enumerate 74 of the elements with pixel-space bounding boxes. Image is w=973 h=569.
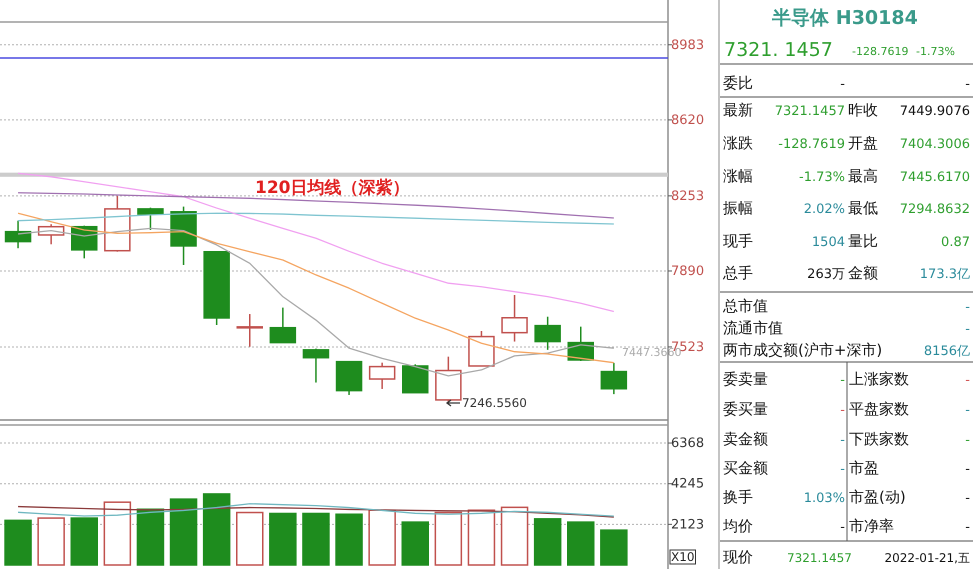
text: - (965, 300, 970, 315)
text: - (840, 520, 846, 535)
annotation: 7246.5560 (462, 396, 527, 410)
y-tick-label: 6368 (671, 436, 704, 452)
text: - (840, 77, 846, 92)
text: 总市值 (722, 297, 768, 315)
y-tick-label: 7890 (671, 264, 704, 279)
text: 开盘 (848, 134, 878, 152)
y-tick-label: 8620 (671, 112, 704, 128)
text: 市盈(动) (849, 488, 906, 506)
text: 下跌家数 (849, 430, 909, 448)
text: 委买量 (723, 400, 768, 418)
text: 涨跌 (723, 134, 753, 152)
text: 最低 (848, 199, 878, 217)
text: 两市成交额(沪市+深市) (723, 341, 882, 359)
text: -1.73% (799, 170, 845, 185)
text: -128.7619 (778, 137, 845, 152)
text: 买金额 (723, 459, 768, 477)
text: 换手 (723, 488, 753, 506)
text: 市盈 (849, 459, 879, 477)
text: X10 (671, 550, 694, 564)
text: 量比 (848, 232, 878, 250)
text: 最新 (723, 101, 753, 119)
text: - (965, 520, 970, 535)
text: - (840, 433, 846, 448)
text: 7445.6170 (900, 170, 970, 185)
text: 上涨家数 (849, 370, 909, 388)
text: 2022-01-21,五 (884, 551, 970, 565)
text: 平盘家数 (849, 400, 909, 418)
text: - (965, 462, 970, 477)
y-tick-label: 4245 (671, 476, 704, 492)
text: -128.7619 (852, 45, 908, 58)
text: 173.3亿 (920, 267, 970, 282)
text: 委卖量 (723, 370, 768, 388)
text: 最高 (848, 167, 878, 185)
text: 涨幅 (723, 167, 753, 185)
text: 现价 (723, 548, 753, 566)
y-tick-label: 8253 (671, 188, 704, 204)
text: - (965, 77, 970, 92)
text: 7404.3006 (900, 137, 970, 152)
text: - (840, 403, 846, 418)
text: 7321. 1457 (724, 39, 833, 61)
text: 市净率 (849, 517, 894, 535)
text: 7321.1457 (774, 104, 845, 119)
text: 1.03% (804, 491, 845, 506)
text: 1504 (812, 235, 845, 250)
text: 2.02% (804, 202, 845, 217)
text: 0.87 (941, 235, 970, 250)
text: 卖金额 (723, 430, 768, 448)
text: 半导体 H30184 (771, 7, 918, 29)
text: 金额 (848, 264, 878, 282)
text: 7449.9076 (900, 104, 970, 119)
annotation: 120日均线（深紫） (255, 178, 410, 198)
text: 委比 (723, 74, 753, 92)
text: - (840, 462, 846, 477)
text: - (965, 491, 970, 506)
text: 昨收 (848, 101, 878, 119)
text: 7321.1457 (787, 551, 852, 565)
text: - (965, 433, 970, 448)
text: 7294.8632 (900, 202, 970, 217)
text: - (965, 373, 970, 388)
text: 现手 (723, 232, 753, 250)
text: - (965, 322, 970, 337)
y-tick-label: 2123 (671, 517, 704, 532)
text: 263万 (807, 267, 845, 282)
text: 总手 (722, 264, 753, 282)
text: 均价 (722, 517, 753, 535)
text: -1.73% (916, 45, 955, 58)
y-tick-label: 8983 (671, 38, 704, 53)
text: 流通市值 (723, 319, 783, 337)
text: 8156亿 (924, 344, 970, 359)
text: - (840, 373, 846, 388)
text: 振幅 (723, 199, 753, 217)
text: - (965, 403, 970, 418)
